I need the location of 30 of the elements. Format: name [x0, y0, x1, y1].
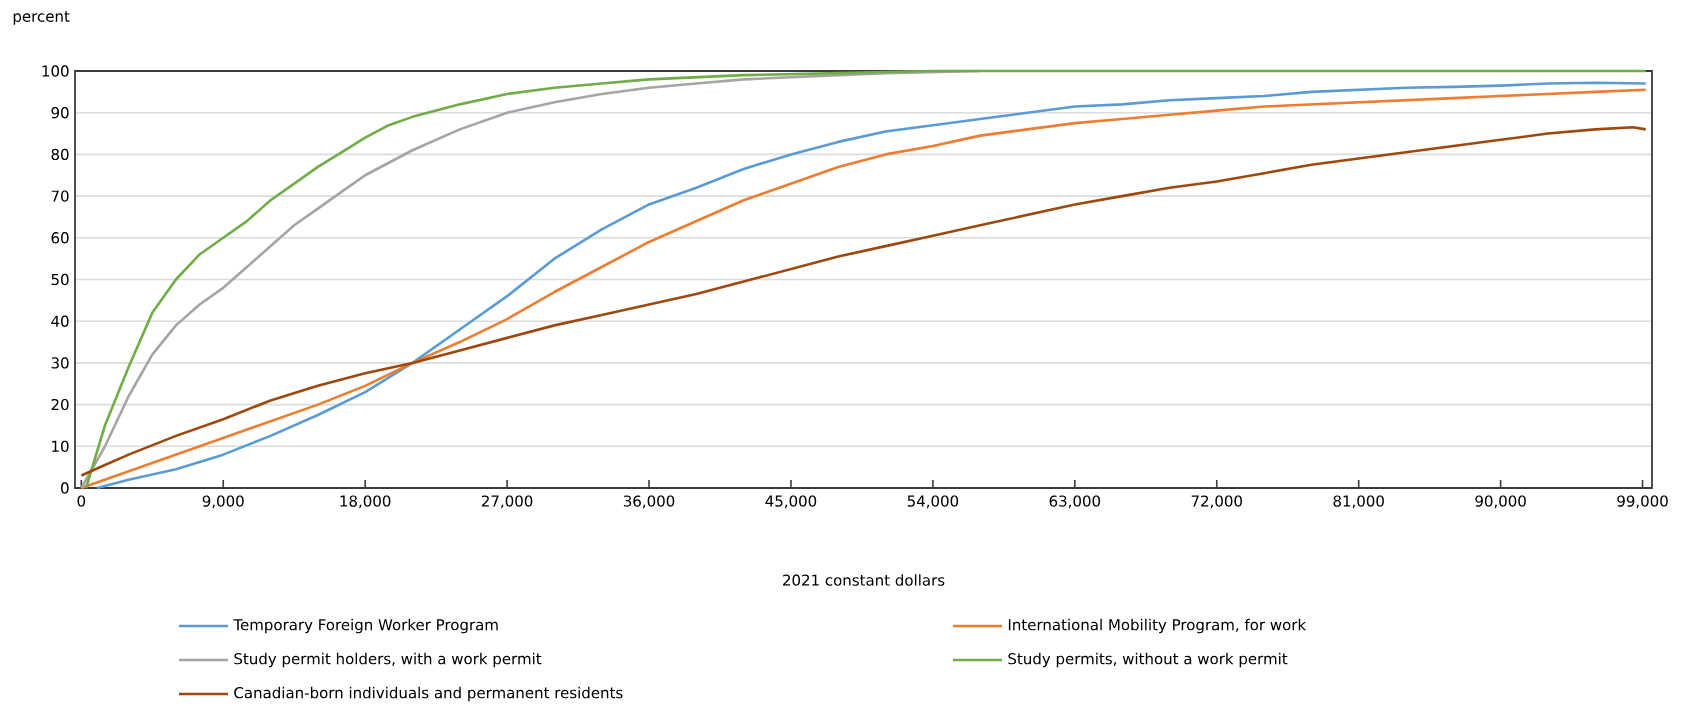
- y-tick-label: 70: [51, 190, 69, 202]
- y-tick-label: 20: [51, 398, 69, 411]
- x-tick-label: 81,000: [1333, 495, 1384, 509]
- legend-label: Temporary Foreign Worker Program: [233, 618, 498, 634]
- y-tick-label: 80: [51, 148, 69, 161]
- legend-label: Study permits, without a work permit: [1008, 652, 1288, 668]
- x-tick-label: 27,000: [481, 495, 533, 509]
- legend-label: Canadian-born individuals and permanent residents: [234, 686, 623, 702]
- y-tick-label: 100: [42, 65, 69, 77]
- x-tick-label: 90,000: [1475, 495, 1526, 509]
- y-tick-label: 50: [51, 273, 69, 286]
- x-tick-label: 36,000: [623, 495, 675, 509]
- y-tick-label: 30: [51, 357, 69, 369]
- x-tick-label: 0: [77, 495, 86, 507]
- x-tick-label: 99,000: [1617, 495, 1668, 509]
- x-tick-label: 72,000: [1191, 495, 1242, 509]
- y-tick-label: 60: [51, 232, 69, 244]
- legend-label: Study permit holders, with a work permit: [234, 652, 542, 668]
- x-tick-label: 18,000: [340, 495, 391, 509]
- x-tick-label: 63,000: [1049, 495, 1101, 509]
- x-tick-label: 9,000: [202, 495, 244, 509]
- y-tick-label: 10: [52, 440, 69, 452]
- x-axis-title: 2021 constant dollars: [783, 574, 945, 586]
- y-tick-label: 40: [51, 315, 69, 327]
- x-tick-label: 45,000: [765, 495, 817, 509]
- legend-label: International Mobility Program, for work: [1008, 618, 1307, 634]
- x-tick-label: 54,000: [907, 495, 959, 509]
- y-tick-label: 0: [61, 482, 69, 494]
- y-tick-label: 90: [51, 107, 69, 119]
- y-axis-title: percent: [13, 11, 70, 25]
